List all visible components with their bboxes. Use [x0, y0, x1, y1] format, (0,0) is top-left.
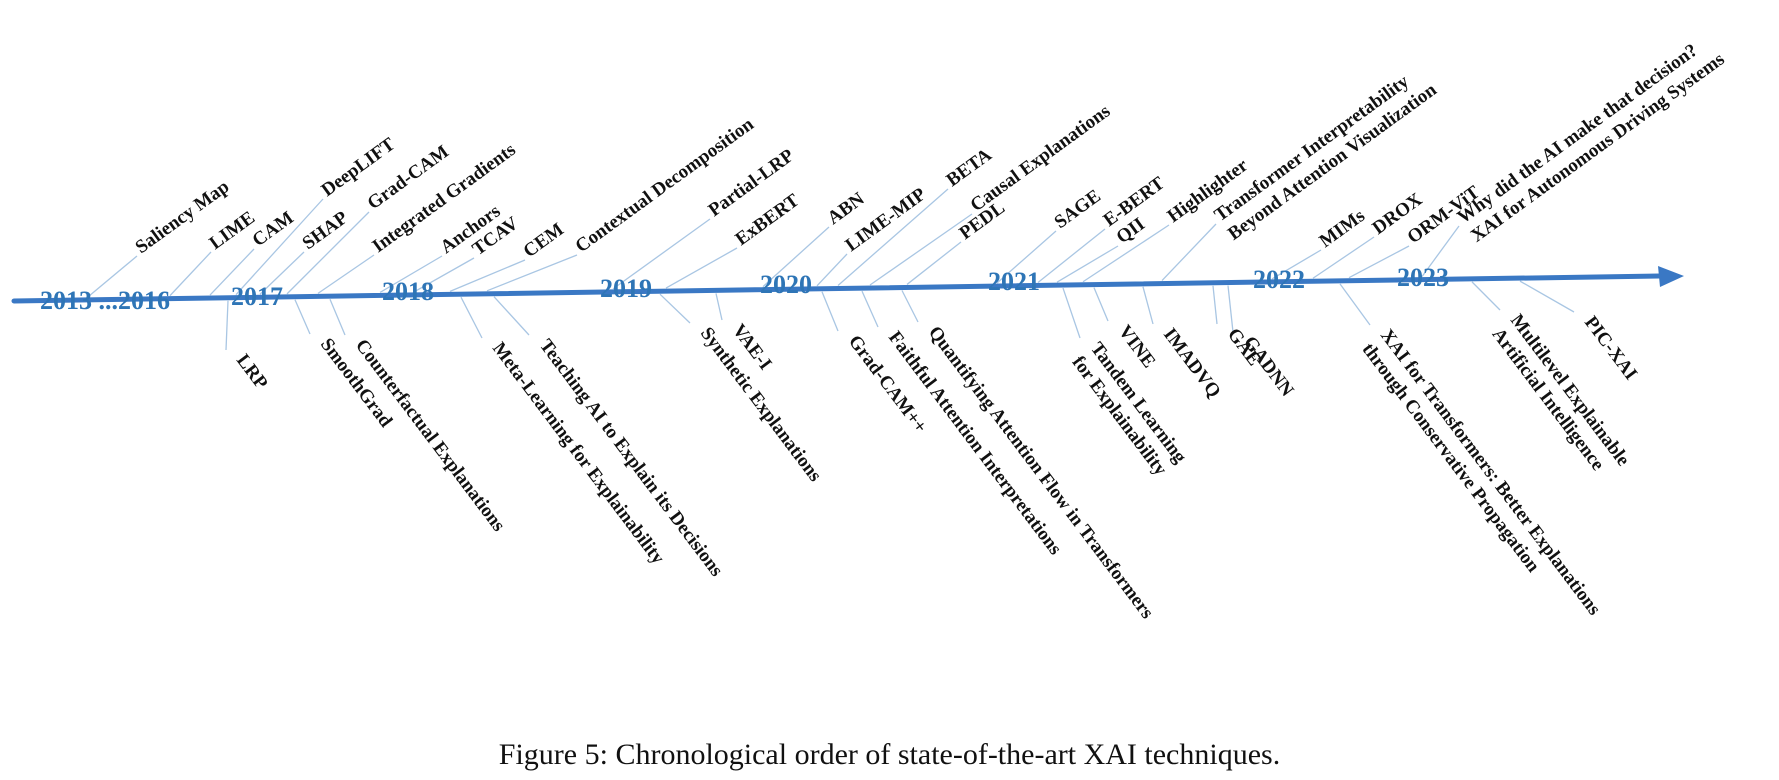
year-label-2019: 2019 — [600, 274, 652, 303]
connector-e-bert — [1037, 228, 1106, 283]
connector-highlighter — [1082, 224, 1170, 283]
technique-label-counterfactual-explanations: Counterfactual Explanations — [351, 335, 509, 535]
connector-faithful-attention — [861, 290, 879, 328]
connector-multilevel-explainable-ai — [1471, 281, 1501, 311]
year-label-2022: 2022 — [1253, 265, 1305, 294]
connector-vine — [1093, 287, 1109, 322]
connector-tcav — [413, 257, 475, 293]
connector-vae-i — [715, 293, 723, 321]
technique-label-cam: CAM — [249, 207, 298, 251]
connector-grad-cam — [286, 211, 370, 295]
connector-lines — [87, 188, 1575, 351]
connector-quantifying-attention-flow — [901, 290, 919, 323]
connector-pic-xai — [1519, 280, 1575, 313]
connector-why-did-the-ai — [1421, 225, 1460, 277]
connector-tandem-learning — [1062, 287, 1081, 339]
connector-exbert — [665, 247, 738, 289]
year-label-2020: 2020 — [760, 270, 812, 299]
connector-orm-vit — [1348, 245, 1410, 279]
connector-beta — [837, 188, 949, 286]
technique-label-lime: LIME — [206, 207, 259, 254]
connector-shap — [259, 251, 305, 295]
technique-label-transformer-interpretability-line-2: Beyond Attention Visualization — [1224, 79, 1441, 245]
connector-qii — [1056, 245, 1119, 283]
technique-label-mims: MIMs — [1316, 205, 1369, 252]
connector-gae — [1212, 285, 1218, 325]
connector-synthetic-explanations — [659, 293, 691, 324]
connector-lrp — [225, 300, 229, 351]
technique-label-shap: SHAP — [299, 207, 353, 254]
connector-smoothgrad — [294, 299, 311, 335]
year-label-2017: 2017 — [231, 282, 283, 311]
technique-label-why-did-the-ai-line-2: XAI for Autonomous Driving Systems — [1467, 49, 1728, 247]
connector-pedl — [906, 241, 962, 285]
connector-grad-cam-pp — [821, 291, 839, 332]
connector-anchors — [379, 255, 443, 294]
technique-label-teaching-ai: Teaching AI to Explain its Decisions — [535, 335, 727, 580]
connector-counterfactual-explanations — [329, 298, 346, 336]
connector-teaching-ai — [493, 296, 530, 336]
connector-lime — [169, 251, 212, 297]
connector-causal-explanations — [869, 213, 973, 286]
technique-label-pic-xai: PIC-XAI — [1580, 312, 1641, 384]
connector-deeplift — [235, 198, 324, 296]
timeline-diagram: 2013 ...2016 2017 2018 2019 2020 2021 2022 2023… — [11, 40, 1729, 623]
technique-label-xai-for-transformers-line-2: through Conservative Propagation — [1358, 339, 1544, 577]
technique-label-faithful-attention: Faithful Attention Interpretations — [884, 327, 1066, 559]
connector-partial-lrp — [612, 218, 711, 290]
year-label-2018: 2018 — [382, 277, 434, 306]
connector-saliency-map — [87, 255, 138, 298]
connector-xai-for-transformers — [1339, 283, 1371, 326]
year-labels: 2013 ...2016 2017 2018 2019 2020 2021 2022 2023 — [40, 263, 1449, 315]
technique-label-sage: SAGE — [1051, 186, 1105, 233]
technique-label-imadvq: IMADVQ — [1159, 324, 1225, 402]
connector-imadvq — [1142, 286, 1154, 325]
timeline-axis — [11, 266, 1684, 304]
connector-transformer-interpretability — [1161, 223, 1217, 282]
connector-lime-mip — [816, 253, 848, 287]
technique-label-abn: ABN — [824, 188, 869, 229]
timeline-arrow-head — [1658, 266, 1684, 287]
year-label-2021: 2021 — [988, 267, 1040, 296]
connector-cam — [209, 248, 255, 296]
connector-drox — [1312, 236, 1375, 279]
connector-gadnn — [1227, 285, 1234, 333]
technique-label-transformer-interpretability-line-1: Transformer Interpretability — [1211, 71, 1414, 226]
connector-sage — [996, 230, 1057, 284]
technique-label-cem: CEM — [520, 219, 568, 262]
timeline-arrow-shaft — [11, 273, 1663, 304]
technique-label-xai-for-transformers-line-1: XAI for Transformers: Better Explanation… — [1376, 325, 1605, 619]
connector-mims — [1271, 249, 1322, 280]
technique-labels: Saliency MapLIMECAMDeepLIFTSHAPGrad-CAMI… — [132, 40, 1729, 623]
year-label-2023: 2023 — [1397, 263, 1449, 292]
connector-cem — [449, 259, 526, 292]
connector-abn — [762, 226, 830, 288]
connector-meta-learning — [460, 296, 483, 339]
connector-contextual-decomposition — [486, 254, 578, 292]
technique-label-why-did-the-ai-line-1: Why did the AI make that decision? — [1454, 40, 1702, 228]
connector-integrated-gradients — [317, 254, 375, 294]
year-label-2013: 2013 ...2016 — [40, 286, 170, 315]
figure-caption: Figure 5: Chronological order of state-o… — [498, 738, 1281, 771]
technique-label-lrp: LRP — [232, 350, 272, 393]
